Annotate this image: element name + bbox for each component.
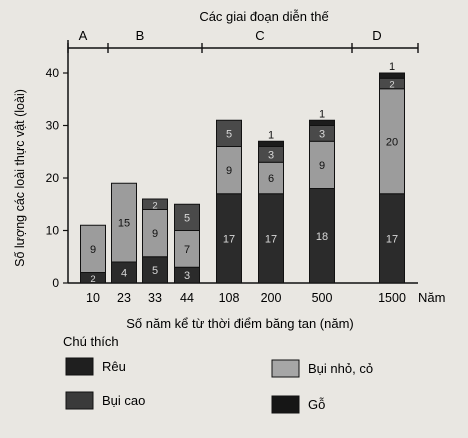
bar-segment: [309, 119, 335, 126]
data-label: 5: [184, 212, 190, 224]
bar-segment: [216, 119, 242, 147]
x-tick-label: 23: [117, 291, 131, 305]
data-label: 17: [386, 233, 398, 245]
data-label: 5: [152, 265, 158, 277]
data-label: 6: [268, 173, 274, 185]
data-label: 9: [226, 165, 232, 177]
data-label: 4: [121, 268, 127, 280]
bar-segment: [142, 198, 168, 210]
bar-segment: [216, 146, 242, 195]
legend-label: Gỗ: [308, 397, 325, 412]
x-unit-label: Năm: [418, 290, 445, 305]
x-tick-label: 200: [261, 291, 282, 305]
bar-segment: [379, 88, 405, 195]
data-label: 2: [90, 274, 95, 285]
legend-title: Chú thích: [63, 334, 119, 349]
bar-segment: [142, 209, 168, 258]
data-label: 7: [184, 244, 190, 256]
x-tick-label: 1500: [378, 291, 406, 305]
phase-title: Các giai đoạn diễn thế: [199, 9, 329, 24]
bar-segment: [174, 230, 200, 268]
bar-segment: [174, 203, 200, 231]
legend-label: Bụi cao: [102, 393, 145, 408]
bar-segment: [379, 72, 405, 79]
data-label: 1: [389, 61, 395, 73]
data-label: 17: [223, 233, 235, 245]
bar-segment: [379, 193, 405, 284]
data-label: 2: [389, 80, 394, 91]
x-tick-label: 10: [86, 291, 100, 305]
bar-segment: [309, 140, 335, 189]
x-tick-label: 108: [219, 291, 240, 305]
data-label: 3: [319, 128, 325, 140]
data-label: 9: [152, 228, 158, 240]
data-label: 3: [184, 270, 190, 282]
legend-swatch: [271, 395, 300, 414]
data-label: 5: [226, 128, 232, 140]
y-axis-label: Số lượng các loài thực vật (loài): [13, 89, 27, 267]
y-tick-label: 10: [46, 224, 60, 238]
data-label: 1: [319, 108, 325, 120]
data-label: 17: [265, 233, 277, 245]
bar-segment: [258, 140, 284, 147]
x-tick-label: 33: [148, 291, 162, 305]
phase-label: A: [79, 28, 88, 43]
data-label: 1: [268, 129, 274, 141]
x-tick-label: 500: [312, 291, 333, 305]
legend-label: Rêu: [102, 359, 126, 374]
bar-segment: [258, 161, 284, 195]
phase-label: B: [136, 28, 145, 43]
data-label: 3: [268, 149, 274, 161]
y-tick-label: 30: [46, 119, 60, 133]
data-label: 18: [316, 231, 328, 243]
legend-label: Bụi nhỏ, cỏ: [308, 361, 373, 376]
x-tick-label: 44: [180, 291, 194, 305]
data-label: 9: [319, 160, 325, 172]
y-tick-label: 40: [46, 66, 60, 80]
legend-swatch: [65, 391, 94, 410]
y-tick-label: 0: [52, 276, 59, 290]
legend-swatch: [65, 357, 94, 376]
bar-segment: [258, 193, 284, 284]
legend-swatch: [271, 359, 300, 378]
bar-segment: [111, 182, 137, 263]
data-label: 15: [118, 218, 130, 230]
phase-label: D: [372, 28, 381, 43]
x-axis-label: Số năm kể từ thời điểm băng tan (năm): [126, 316, 354, 331]
data-label: 9: [90, 244, 96, 256]
data-label: 2: [152, 200, 157, 211]
bar-segment: [80, 224, 106, 273]
y-tick-label: 20: [46, 171, 60, 185]
data-label: 20: [386, 136, 398, 148]
phase-label: C: [255, 28, 264, 43]
